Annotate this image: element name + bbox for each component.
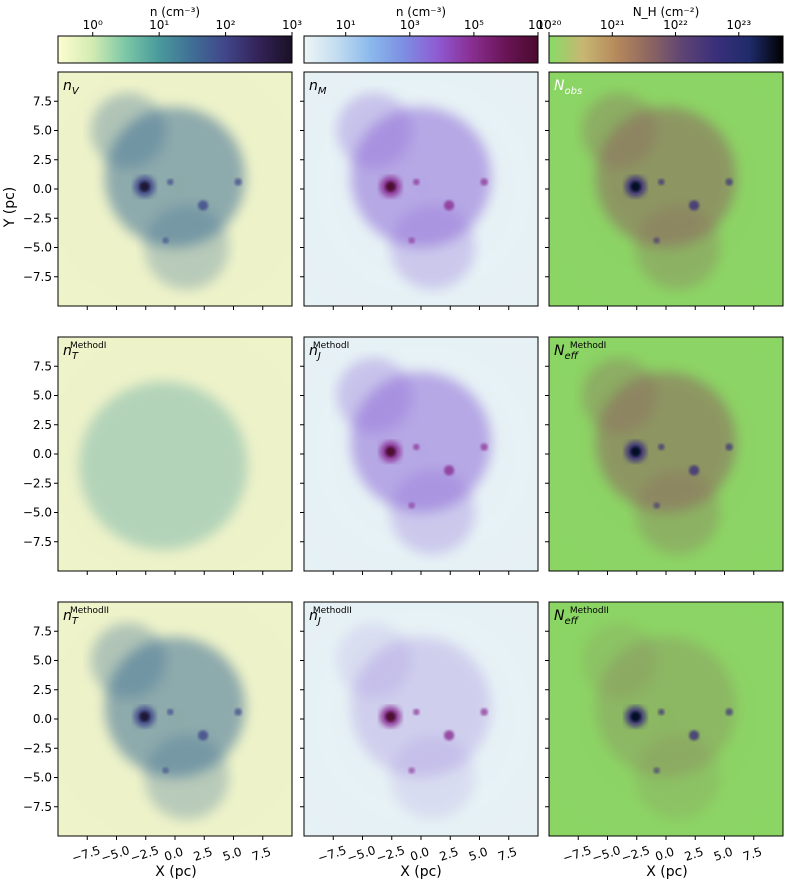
colorbar-1-label: n (cm⁻³) xyxy=(150,5,200,19)
panels: nV7.55.02.50.0−2.5−5.0−7.5nM NobsnTMethod… xyxy=(23,71,784,865)
dense-structures xyxy=(336,613,534,820)
y-tick-label: −5.0 xyxy=(23,506,52,520)
y-tick-label: −5.0 xyxy=(23,241,52,255)
panel-label: nV xyxy=(63,78,80,97)
x-tick-label: −5.0 xyxy=(345,843,377,865)
colorbar-3-label: N_H (cm⁻²) xyxy=(633,5,700,19)
colorbar-2 xyxy=(303,35,539,64)
x-tick-label: 2.5 xyxy=(438,845,460,864)
xlabel-col1: X (pc) xyxy=(155,864,197,880)
panel-label: nJMethodI xyxy=(309,341,349,362)
y-tick-label: 5.0 xyxy=(33,389,52,403)
x-tick-label: 0.0 xyxy=(163,845,185,864)
ylabel: Y (pc) xyxy=(2,187,18,229)
panel-2-3 xyxy=(549,337,783,571)
colorbar-1-tick-label: 10¹ xyxy=(149,18,169,32)
y-tick-label: 2.5 xyxy=(33,683,52,697)
y-tick-label: 0.0 xyxy=(33,447,52,461)
y-tick-label: −2.5 xyxy=(23,476,52,490)
panel-label: Nobs xyxy=(554,78,582,97)
y-tick-label: 5.0 xyxy=(33,124,52,138)
y-tick-label: −7.5 xyxy=(23,800,52,814)
colorbar-1 xyxy=(57,35,293,64)
x-tick-label: 7.5 xyxy=(741,845,763,864)
colorbar-3-tick-label: 10²⁰ xyxy=(537,18,562,32)
x-tick-label: −2.5 xyxy=(374,843,406,865)
panel-3-3 xyxy=(549,602,783,836)
y-tick-label: −7.5 xyxy=(23,535,52,549)
x-tick-label: −7.5 xyxy=(561,843,593,865)
xlabel-col2: X (pc) xyxy=(400,864,442,880)
x-tick-label: 0.0 xyxy=(654,845,676,864)
panel-3-1 xyxy=(58,602,292,836)
axis-labels: Y (pc) X (pc) X (pc) X (pc) xyxy=(2,187,688,880)
colorbar-1-tick-label: 10³ xyxy=(282,18,302,32)
x-tick-label: −7.5 xyxy=(70,843,102,865)
colorbar-2-tick-label: 10⁷ xyxy=(528,18,548,32)
dense-structures xyxy=(581,348,780,555)
panel-1-3 xyxy=(549,72,783,306)
colorbar-3-tick-label: 10²¹ xyxy=(600,18,625,32)
x-tick-label: 7.5 xyxy=(250,845,272,864)
dense-structures xyxy=(581,83,780,290)
dense-structures xyxy=(336,348,535,555)
colorbar-2-tick-label: 10⁵ xyxy=(464,18,484,32)
x-tick-label: 5.0 xyxy=(467,845,489,864)
dense-structures xyxy=(336,83,535,290)
panel-label: NeffMethodI xyxy=(554,341,606,362)
panel-label: nJMethodII xyxy=(309,606,352,627)
y-tick-label: 2.5 xyxy=(33,153,52,167)
y-tick-label: −5.0 xyxy=(23,771,52,785)
colorbar-3-tick-label: 10²² xyxy=(663,18,688,32)
panel-2-1 xyxy=(58,337,292,571)
colorbar-2-tick-label: 10³ xyxy=(400,18,420,32)
y-tick-label: −7.5 xyxy=(23,270,52,284)
y-tick-label: −2.5 xyxy=(23,211,52,225)
colorbar-1-tick-label: 10⁰ xyxy=(83,18,103,32)
x-tick-label: −7.5 xyxy=(316,843,348,865)
x-tick-label: 5.0 xyxy=(712,845,734,864)
x-tick-label: 0.0 xyxy=(409,845,431,864)
x-tick-label: 2.5 xyxy=(192,845,214,864)
panel-label: nTMethodII xyxy=(63,606,109,627)
colorbar-1-tick-label: 10² xyxy=(216,18,236,32)
x-tick-label: 2.5 xyxy=(683,845,705,864)
colorbar-3 xyxy=(548,35,784,64)
y-tick-label: 0.0 xyxy=(33,712,52,726)
x-tick-label: −2.5 xyxy=(619,843,651,865)
panel-3-2 xyxy=(304,602,538,836)
y-tick-label: 2.5 xyxy=(33,418,52,432)
panel-label: NeffMethodII xyxy=(554,606,609,627)
panel-1-1 xyxy=(58,72,292,306)
y-tick-label: −2.5 xyxy=(23,741,52,755)
x-tick-label: −5.0 xyxy=(590,843,622,865)
x-tick-label: 7.5 xyxy=(496,845,518,864)
y-tick-label: 0.0 xyxy=(33,182,52,196)
colorbar-2-tick-label: 10¹ xyxy=(336,18,356,32)
dense-structures xyxy=(79,381,248,550)
colorbar-2-label: n (cm⁻³) xyxy=(396,5,446,19)
x-tick-label: −5.0 xyxy=(99,843,131,865)
colorbar-3-tick-label: 10²³ xyxy=(726,18,751,32)
xlabel-col3: X (pc) xyxy=(646,864,688,880)
y-tick-label: 7.5 xyxy=(33,359,52,373)
y-tick-label: 7.5 xyxy=(33,94,52,108)
dense-structures xyxy=(581,613,779,820)
panel-1-2 xyxy=(304,72,538,306)
panel-2-2 xyxy=(304,337,538,571)
dense-structures xyxy=(90,613,289,820)
panel-label: nTMethodI xyxy=(63,341,106,362)
x-tick-label: −2.5 xyxy=(128,843,160,865)
y-tick-label: 7.5 xyxy=(33,624,52,638)
panel-label: nM xyxy=(309,78,327,97)
dense-structures xyxy=(90,83,289,290)
x-tick-label: 5.0 xyxy=(221,845,243,864)
y-tick-label: 5.0 xyxy=(33,654,52,668)
